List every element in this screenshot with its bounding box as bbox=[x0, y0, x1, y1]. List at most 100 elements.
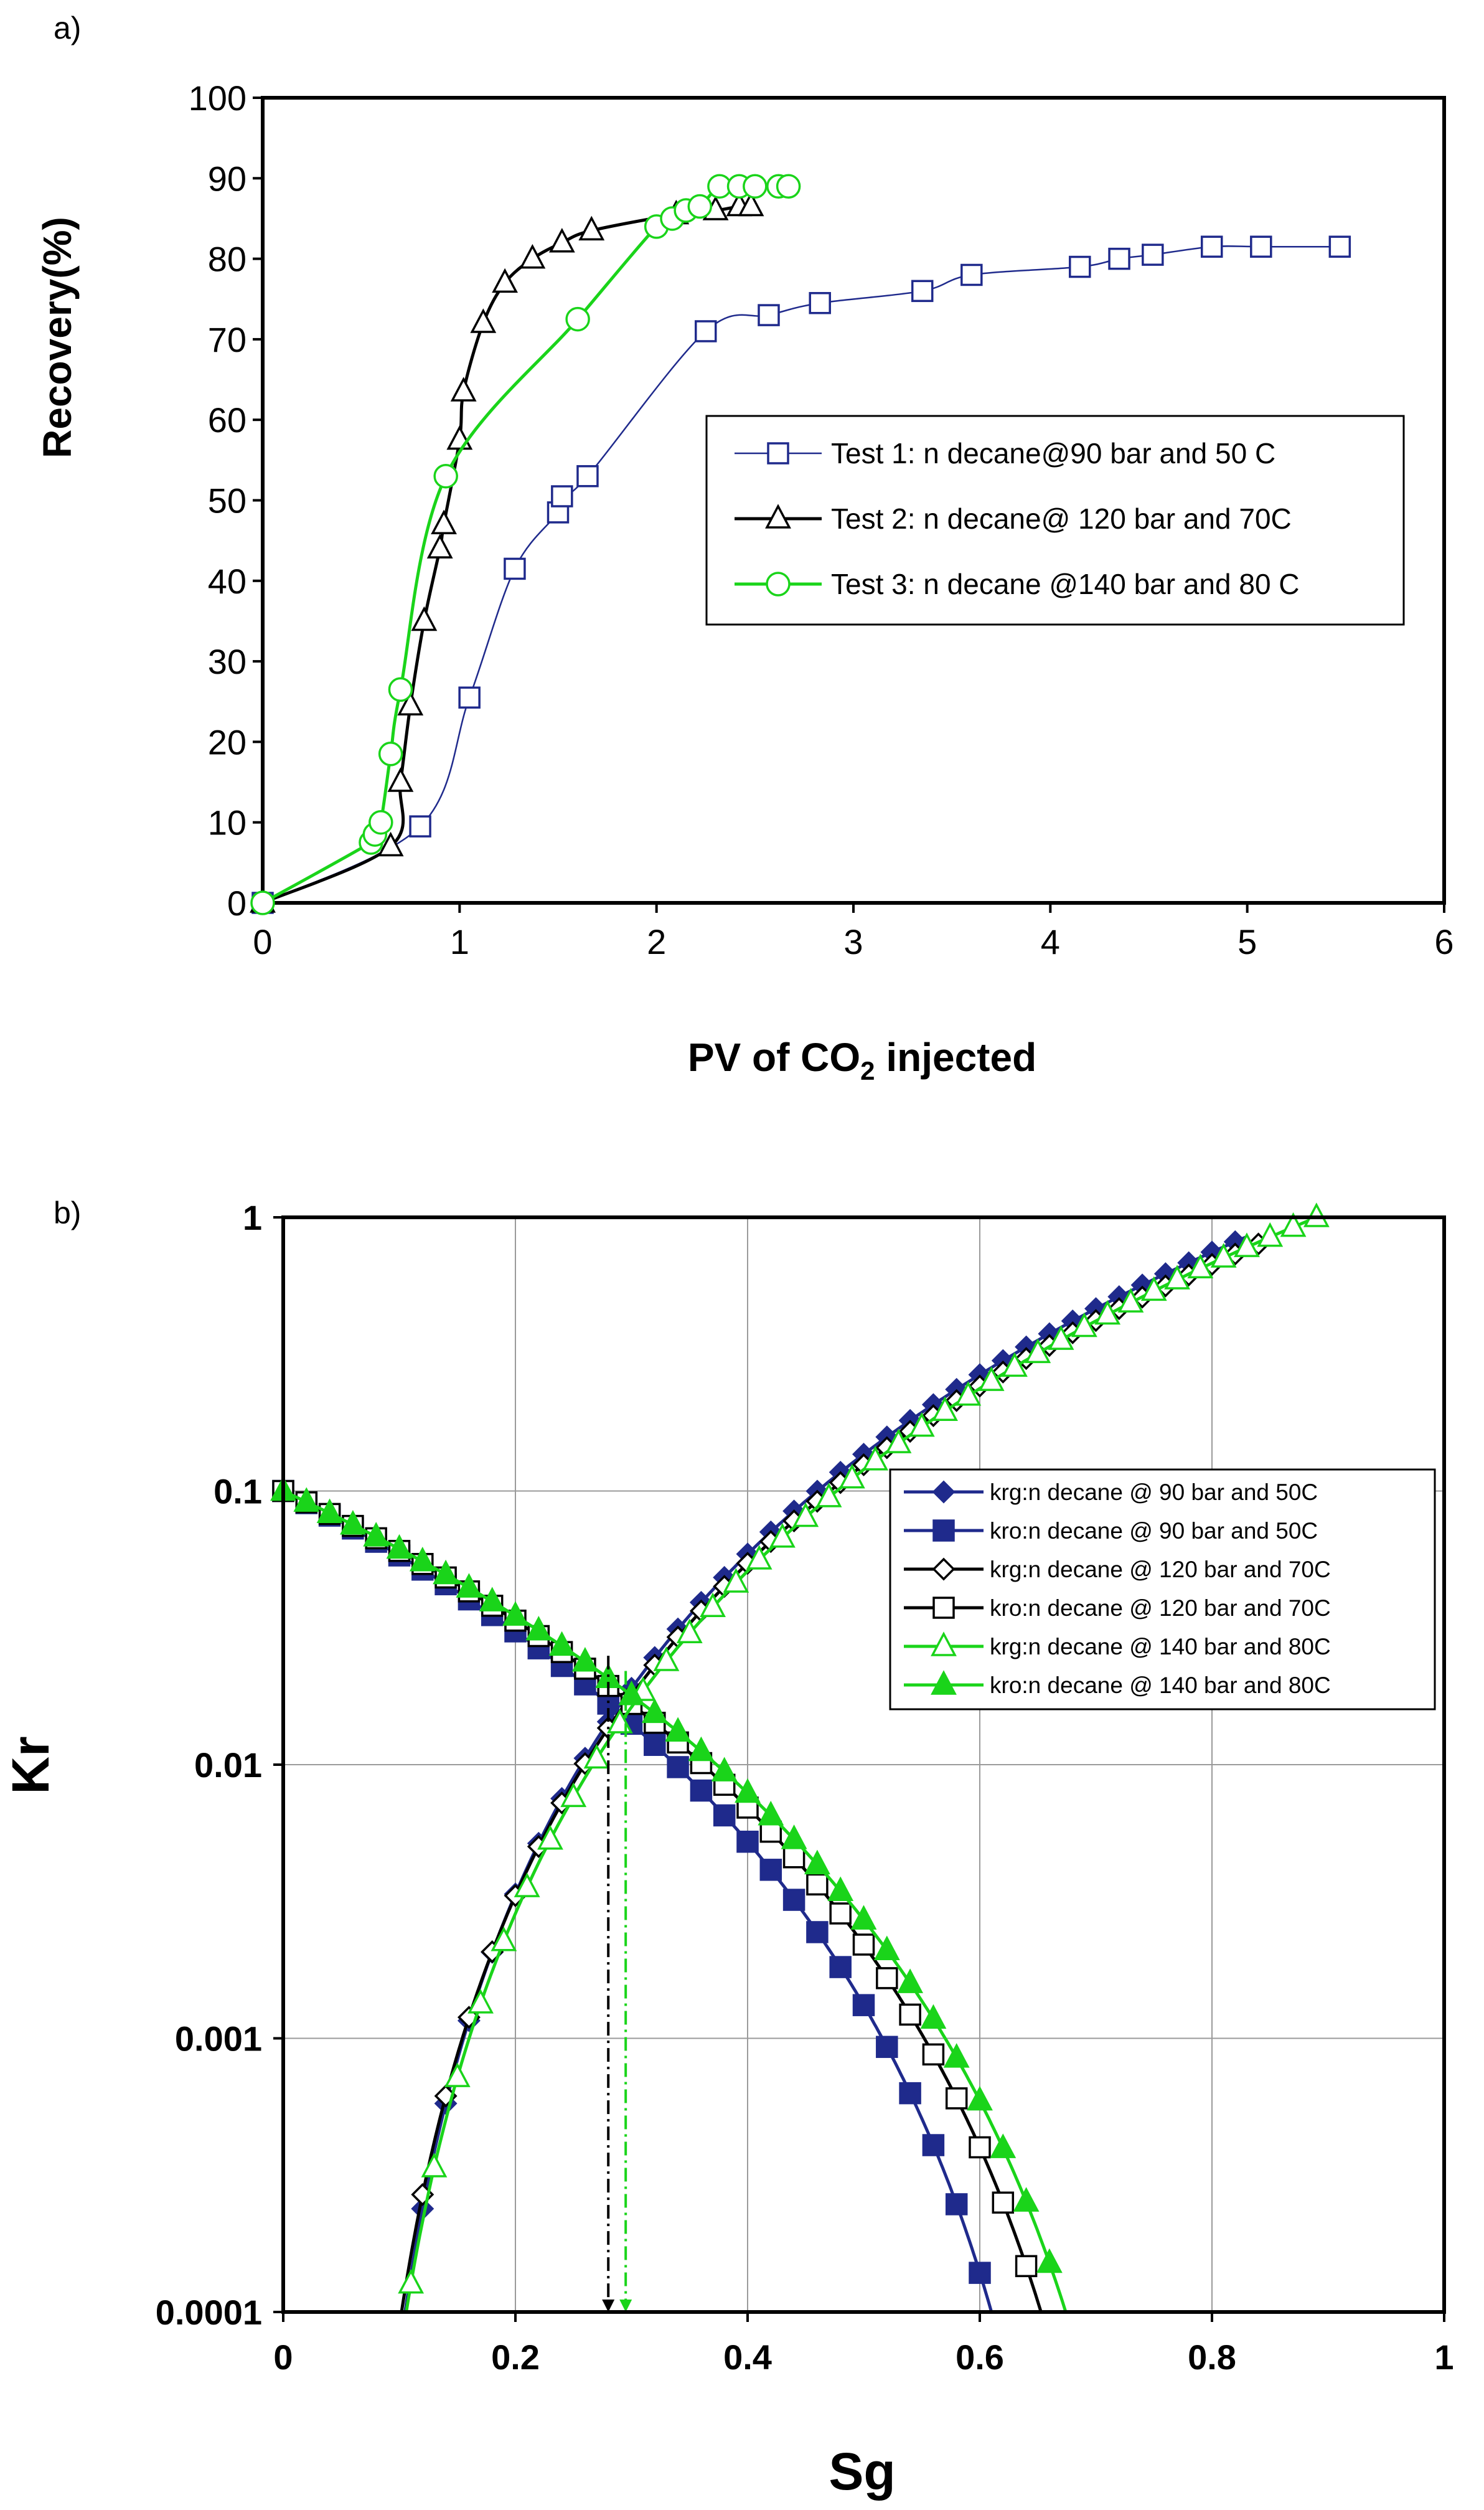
chart-a-xtick-label: 2 bbox=[647, 922, 666, 961]
chart-b-xtick-label: 0.4 bbox=[723, 2338, 772, 2377]
chart-b-data-point bbox=[746, 1545, 773, 1570]
panel-a-label: a) bbox=[54, 11, 81, 45]
chart-a-ytick-label: 30 bbox=[208, 642, 247, 681]
chart-a-data-point bbox=[1328, 235, 1351, 258]
chart-a-xtick-label: 0 bbox=[253, 922, 272, 961]
chart-a-data-point bbox=[504, 557, 526, 580]
chart-a-xtick-label: 1 bbox=[450, 922, 469, 961]
chart-a-data-point bbox=[1142, 243, 1164, 266]
chart-b-data-point bbox=[1094, 1300, 1121, 1325]
chart-b-legend-label: krg:n decane @ 120 bar and 70C bbox=[990, 1557, 1331, 1582]
chart-b-data-point bbox=[781, 1824, 807, 1849]
chart-a-data-point bbox=[960, 263, 983, 286]
chart-b-data-point bbox=[978, 1366, 1005, 1391]
chart-a-data-point bbox=[1069, 255, 1091, 278]
chart-b-data-point bbox=[723, 1568, 749, 1593]
chart-b-ytick-label: 0.1 bbox=[214, 1472, 262, 1511]
chart-b-legend-marker bbox=[932, 1480, 956, 1504]
chart-b-data-point bbox=[806, 1873, 829, 1896]
chart-a-data-point bbox=[551, 485, 573, 507]
chart-b-data-point bbox=[792, 1502, 819, 1527]
chart-a-data-point bbox=[450, 377, 477, 402]
chart-a-xtick-label: 3 bbox=[843, 922, 863, 961]
chart-b-data-point bbox=[758, 1800, 784, 1826]
chart-b-legend-marker bbox=[931, 1670, 957, 1695]
chart-b-data-point bbox=[1002, 1352, 1028, 1377]
chart-a-data-point bbox=[548, 227, 575, 253]
chart-b-data-point bbox=[398, 2268, 425, 2294]
chart-a-data-point bbox=[492, 268, 518, 293]
chart-b-data-point bbox=[1048, 1325, 1074, 1350]
chart-b-xtick-label: 1 bbox=[1434, 2338, 1453, 2377]
chart-b-data-point bbox=[456, 1573, 482, 1598]
chart-b-data-point bbox=[829, 1902, 852, 1925]
chart-b-data-point bbox=[806, 1921, 829, 1943]
chart-a-data-point bbox=[695, 320, 717, 342]
chart-b-data-point bbox=[769, 1523, 796, 1548]
chart-b-ytick-label: 0.001 bbox=[175, 2019, 262, 2059]
chart-b-data-point bbox=[945, 2087, 968, 2110]
chart-b-annotation-arrow bbox=[619, 2300, 632, 2312]
chart-b-data-point bbox=[990, 2133, 1017, 2158]
chart-b-ytick-label: 0.01 bbox=[194, 1745, 262, 1785]
chart-a-data-point bbox=[369, 809, 393, 835]
chart-a-ytick-label: 80 bbox=[208, 240, 247, 279]
chart-b-data-point bbox=[713, 1804, 736, 1827]
chart-a-data-point bbox=[738, 191, 764, 217]
chart-a-data-point bbox=[397, 691, 424, 715]
chart-b-data-point bbox=[537, 1824, 563, 1850]
chart-b-xtick-label: 0.6 bbox=[956, 2338, 1004, 2377]
chart-b-data-point bbox=[1234, 1232, 1260, 1257]
chart-b-legend-label: krg:n decane @ 90 bar and 50C bbox=[990, 1479, 1318, 1505]
chart-b-data-point bbox=[873, 1935, 900, 1960]
chart-b-ytick-label: 1 bbox=[243, 1198, 262, 1237]
chart-b-data-point bbox=[1140, 1276, 1167, 1301]
chart-b-data-point bbox=[862, 1446, 889, 1471]
chart-b-data-point bbox=[690, 1779, 713, 1802]
chart-a-ylabel: Recovery(%) bbox=[35, 217, 80, 458]
chart-b-legend: krg:n decane @ 90 bar and 50C kro:n decan… bbox=[889, 1468, 1436, 1710]
chart-b-data-point bbox=[736, 1831, 759, 1853]
chart-b-data-point bbox=[899, 2003, 921, 2026]
chart-b-data-point bbox=[1187, 1253, 1214, 1279]
chart-a-xtick-label: 5 bbox=[1237, 922, 1257, 961]
chart-b-ylabel: Kr bbox=[1, 1736, 60, 1794]
chart-a-legend-marker bbox=[765, 504, 791, 529]
chart-b-data-point bbox=[1257, 1222, 1284, 1247]
chart-b-data-point bbox=[838, 1463, 865, 1489]
chart-b-data-point bbox=[502, 1601, 528, 1626]
chart-b-grid bbox=[283, 1217, 1444, 2312]
chart-b-data-point bbox=[876, 1967, 898, 1989]
chart-a-data-point bbox=[377, 831, 404, 857]
chart-a-legend-label: Test 3: n decane @140 bar and 80 C bbox=[831, 568, 1300, 600]
chart-b-legend-marker bbox=[932, 1597, 955, 1619]
chart-a-ytick-label: 0 bbox=[227, 884, 247, 923]
chart-a-legend-marker bbox=[766, 572, 791, 597]
chart-a-data-point bbox=[1108, 247, 1130, 270]
chart-b-xtick-label: 0.2 bbox=[491, 2338, 540, 2377]
chart-a-data-point bbox=[758, 304, 780, 326]
chart-b-data-point bbox=[1164, 1265, 1190, 1290]
chart-b-data-point bbox=[782, 1889, 805, 1911]
chart-b-data-point bbox=[676, 1618, 703, 1643]
chart-b-data-point bbox=[908, 1412, 935, 1437]
chart-a-ytick-label: 100 bbox=[189, 78, 247, 118]
chart-b-data-point bbox=[409, 1546, 436, 1572]
chart-b-xtick-label: 0.8 bbox=[1188, 2338, 1236, 2377]
chart-a-xtick-label: 4 bbox=[1041, 922, 1060, 961]
chart-a-data-point bbox=[565, 306, 590, 332]
chart-b-data-point bbox=[1013, 2187, 1040, 2212]
chart-b-data-point bbox=[922, 2134, 945, 2156]
chart-b-legend-marker bbox=[932, 1557, 956, 1581]
chart-b-data-point bbox=[932, 1396, 958, 1421]
chart-b-data-point bbox=[583, 1743, 610, 1769]
chart-a-ytick-label: 90 bbox=[208, 159, 247, 198]
chart-b-data-point bbox=[467, 1989, 494, 2014]
chart-b-data-point bbox=[827, 1876, 854, 1902]
chart-b-data-point bbox=[571, 1647, 598, 1672]
chart-a-xtick-label: 6 bbox=[1434, 922, 1453, 961]
chart-b-data-point bbox=[316, 1498, 343, 1523]
chart-a-legend-label: Test 1: n decane@90 bar and 50 C bbox=[831, 437, 1275, 469]
chart-b-data-point bbox=[667, 1756, 689, 1778]
